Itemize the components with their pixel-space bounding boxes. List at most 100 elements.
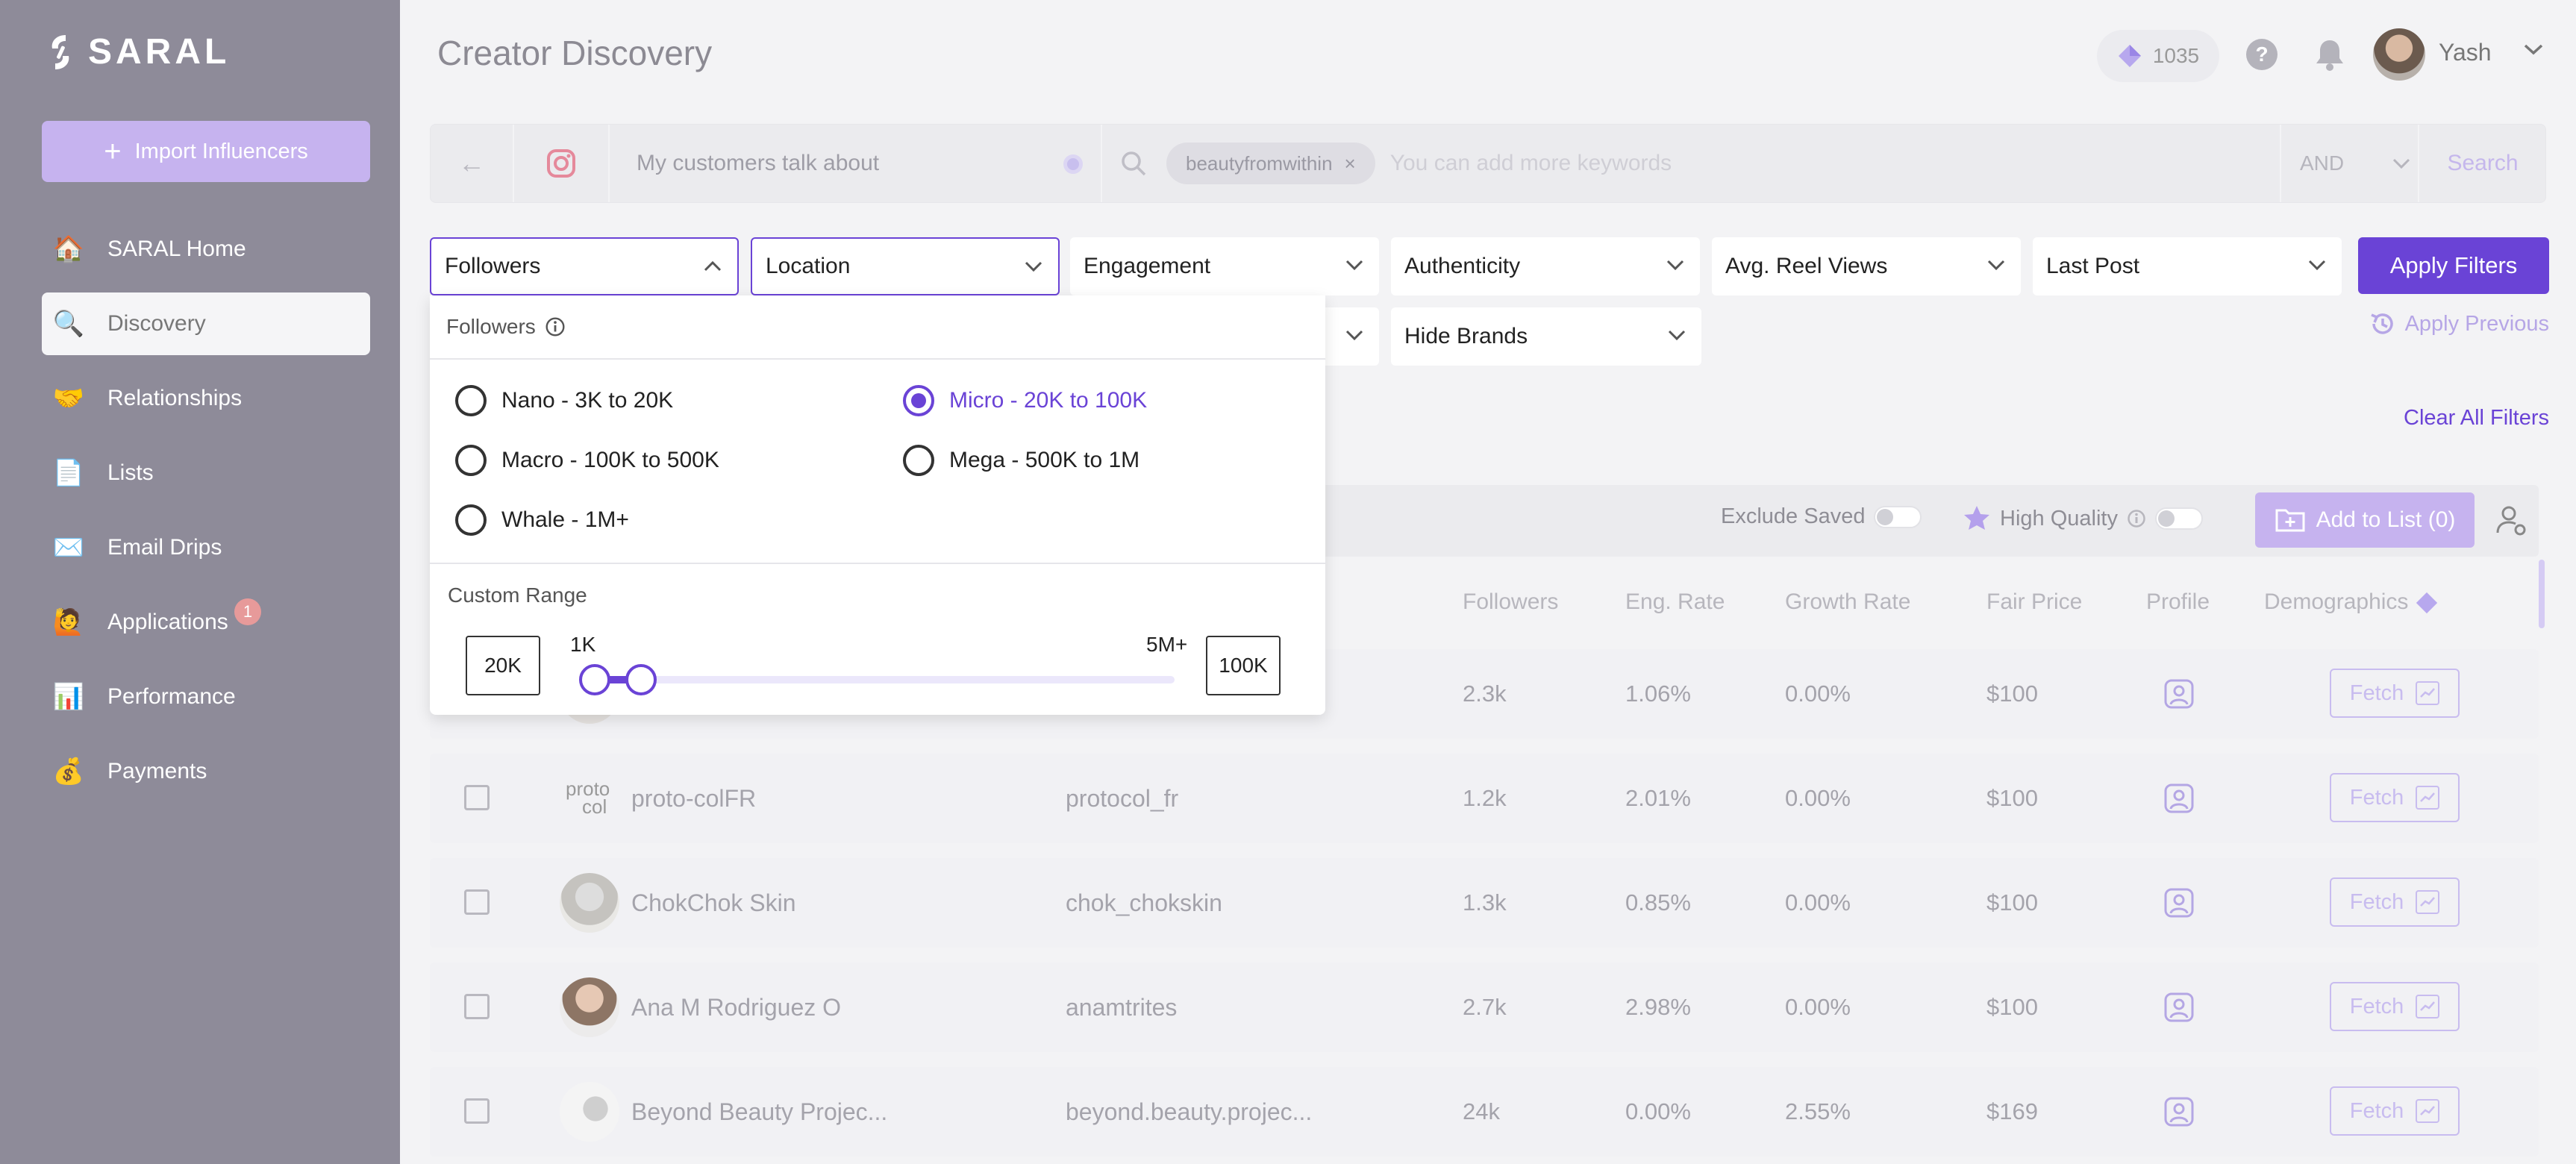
followers-option-whale[interactable]: Whale - 1M+ [455, 504, 629, 536]
column-header-growth-rate[interactable]: Growth Rate [1785, 589, 1910, 615]
creator-handle[interactable]: anamtrites [1066, 994, 1178, 1021]
filter-followers[interactable]: Followers [430, 237, 739, 295]
import-influencers-button[interactable]: + Import Influencers [42, 121, 370, 182]
fetch-demographics-button[interactable]: Fetch [2330, 1086, 2460, 1136]
radio-button[interactable] [455, 445, 487, 476]
search-button[interactable]: Search [2447, 151, 2519, 175]
column-header-eng-rate[interactable]: Eng. Rate [1625, 589, 1725, 615]
growth-rate-value: 2.55% [1785, 1098, 1851, 1124]
sidebar-item-lists[interactable]: 📄 Lists [42, 442, 370, 504]
creator-avatar[interactable] [560, 1082, 619, 1142]
radio-button[interactable] [455, 504, 487, 536]
creator-name[interactable]: ChokChok Skin [631, 889, 796, 916]
creator-handle[interactable]: protocol_fr [1066, 785, 1179, 812]
remove-keyword-icon[interactable]: × [1344, 151, 1356, 175]
row-checkbox[interactable] [464, 889, 490, 915]
profile-icon[interactable] [2163, 886, 2195, 919]
high-quality-switch[interactable] [2154, 507, 2203, 530]
user-settings-icon[interactable] [2495, 504, 2528, 537]
range-slider-track[interactable] [595, 676, 1175, 683]
creator-handle[interactable]: chok_chokskin [1066, 889, 1222, 916]
followers-option-nano[interactable]: Nano - 3K to 20K [455, 385, 673, 416]
apply-filters-button[interactable]: Apply Filters [2358, 237, 2549, 294]
table-row[interactable]: ChokChok Skin chok_chokskin 1.3k 0.85% 0.00%… [430, 858, 2539, 948]
range-slider-max-handle[interactable] [625, 664, 657, 695]
user-avatar[interactable] [2373, 28, 2425, 81]
radio-button[interactable] [455, 385, 487, 416]
creator-name[interactable]: Ana M Rodriguez O [631, 994, 842, 1021]
filter-last-post[interactable]: Last Post [2033, 237, 2342, 295]
high-quality-toggle[interactable]: High Quality [1963, 504, 2203, 533]
creator-name[interactable]: proto-colFR [631, 785, 757, 812]
row-checkbox[interactable] [464, 1098, 490, 1124]
sidebar-item-discovery[interactable]: 🔍 Discovery [42, 292, 370, 355]
chevron-down-icon [2308, 260, 2326, 271]
operator-select[interactable]: AND [2270, 125, 2419, 202]
row-checkbox[interactable] [464, 785, 490, 810]
creator-avatar[interactable] [560, 977, 619, 1037]
back-button[interactable]: ← [431, 125, 514, 202]
table-row[interactable]: Beyond Beauty Projec... beyond.beauty.pro… [430, 1067, 2539, 1157]
fetch-demographics-button[interactable]: Fetch [2330, 877, 2460, 927]
column-header-followers[interactable]: Followers [1463, 589, 1558, 615]
column-header-demographics[interactable]: Demographics [2264, 589, 2439, 615]
fetch-demographics-button[interactable]: Fetch [2330, 669, 2460, 718]
platform-selector[interactable] [514, 125, 610, 202]
column-header-profile[interactable]: Profile [2146, 589, 2210, 615]
help-icon[interactable]: ? [2246, 39, 2278, 70]
radio-button[interactable] [903, 385, 934, 416]
filter-location[interactable]: Location [751, 237, 1060, 295]
profile-icon[interactable] [2163, 782, 2195, 815]
creator-avatar[interactable]: proto col [560, 769, 619, 828]
creator-avatar[interactable] [560, 873, 619, 933]
profile-icon[interactable] [2163, 678, 2195, 710]
table-row[interactable]: Ana M Rodriguez O anamtrites 2.7k 2.98% 0.00… [430, 963, 2539, 1052]
followers-option-micro[interactable]: Micro - 20K to 100K [903, 385, 1147, 416]
filter-authenticity[interactable]: Authenticity [1391, 237, 1700, 295]
sidebar-item-relationships[interactable]: 🤝 Relationships [42, 367, 370, 430]
row-checkbox[interactable] [464, 994, 490, 1019]
keyword-tag[interactable]: beautyfromwithin × [1166, 143, 1375, 184]
search-mode-selector[interactable]: My customers talk about [610, 125, 1102, 202]
profile-icon[interactable] [2163, 1095, 2195, 1128]
chevron-down-icon[interactable] [2522, 42, 2545, 57]
radio-button[interactable] [903, 445, 934, 476]
add-to-list-button[interactable]: Add to List (0) [2255, 492, 2475, 548]
range-min-input[interactable]: 20K [466, 636, 540, 695]
saral-logo[interactable]: SARAL [43, 31, 230, 72]
scrollbar-thumb[interactable] [2539, 560, 2545, 628]
column-header-fair-price[interactable]: Fair Price [1986, 589, 2082, 615]
keyword-placeholder[interactable]: You can add more keywords [1389, 151, 1672, 175]
credits-badge[interactable]: 1035 [2097, 30, 2219, 82]
exclude-saved-switch[interactable] [1874, 505, 1922, 528]
chevron-down-icon [1345, 260, 1363, 271]
info-icon[interactable] [545, 316, 566, 337]
followers-option-macro[interactable]: Macro - 100K to 500K [455, 445, 719, 476]
followers-option-mega[interactable]: Mega - 500K to 1M [903, 445, 1139, 476]
apply-previous-link[interactable]: Apply Previous [2358, 307, 2549, 340]
creator-handle[interactable]: beyond.beauty.projec... [1066, 1098, 1313, 1125]
table-row[interactable]: proto col proto-colFR protocol_fr 1.2k 2.01% 0… [430, 754, 2539, 843]
exclude-saved-toggle[interactable]: Exclude Saved [1721, 504, 1922, 529]
sidebar-item-saral-home[interactable]: 🏠 SARAL Home [42, 218, 370, 281]
range-slider-min-handle[interactable] [579, 664, 610, 695]
bar-chart-icon: 📊 [52, 683, 85, 711]
bell-icon[interactable] [2313, 37, 2346, 72]
hide-brands-filter[interactable]: Hide Brands [1391, 307, 1701, 366]
user-name[interactable]: Yash [2439, 39, 2492, 66]
sidebar-item-applications[interactable]: 🙋 Applications 1 [42, 591, 370, 654]
sidebar-item-email-drips[interactable]: ✉️ Email Drips [42, 516, 370, 579]
profile-icon[interactable] [2163, 991, 2195, 1024]
engagement-rate-value: 0.85% [1625, 889, 1691, 916]
creator-name[interactable]: Beyond Beauty Projec... [631, 1098, 888, 1125]
keyword-area[interactable]: beautyfromwithin × You can add more keyw… [1102, 125, 2281, 202]
filter-engagement[interactable]: Engagement [1070, 237, 1379, 295]
sidebar-item-payments[interactable]: 💰 Payments [42, 740, 370, 803]
filter-avg-reel-views[interactable]: Avg. Reel Views [1712, 237, 2021, 295]
range-max-input[interactable]: 100K [1206, 636, 1281, 695]
sidebar-item-performance[interactable]: 📊 Performance [42, 666, 370, 728]
fetch-demographics-button[interactable]: Fetch [2330, 773, 2460, 822]
clear-all-filters-link[interactable]: Clear All Filters [2404, 406, 2549, 430]
magnifier-icon: 🔍 [52, 310, 85, 338]
fetch-demographics-button[interactable]: Fetch [2330, 982, 2460, 1031]
